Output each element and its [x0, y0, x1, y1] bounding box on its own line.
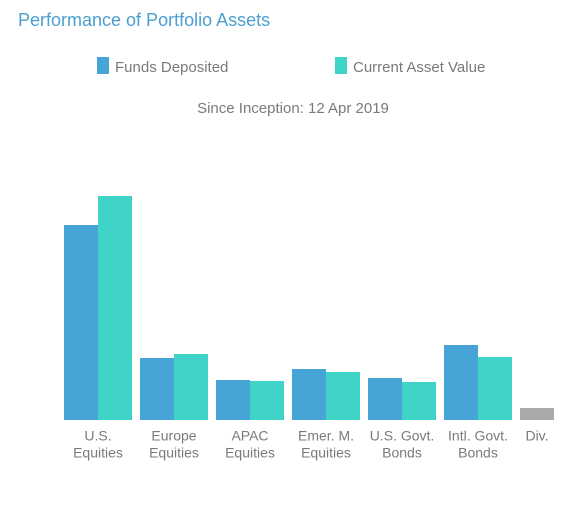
bar — [402, 382, 436, 420]
bar — [292, 369, 326, 420]
chart-title: Performance of Portfolio Assets — [18, 10, 270, 30]
legend-swatch — [97, 57, 109, 74]
x-tick-label: Intl. Govt. — [448, 428, 508, 444]
x-tick-label: Equities — [149, 445, 199, 461]
bar — [520, 408, 554, 420]
x-tick-label: Equities — [73, 445, 123, 461]
x-tick-label: Bonds — [382, 445, 422, 461]
x-tick-label: U.S. — [84, 428, 111, 444]
bar — [478, 357, 512, 420]
bar — [250, 381, 284, 420]
legend-swatch — [335, 57, 347, 74]
bar — [140, 358, 174, 420]
chart-subtitle: Since Inception: 12 Apr 2019 — [197, 100, 389, 117]
bar — [98, 196, 132, 420]
bar — [444, 345, 478, 420]
legend-label: Current Asset Value — [353, 59, 485, 76]
bar — [326, 372, 360, 420]
x-tick-label: Equities — [225, 445, 275, 461]
x-tick-label: Bonds — [458, 445, 498, 461]
bar — [368, 378, 402, 420]
bar — [64, 225, 98, 420]
x-tick-label: Emer. M. — [298, 428, 354, 444]
bar — [216, 380, 250, 420]
x-tick-label: Equities — [301, 445, 351, 461]
x-tick-label: U.S. Govt. — [370, 428, 435, 444]
bar — [174, 354, 208, 420]
legend-label: Funds Deposited — [115, 59, 228, 76]
x-tick-label: APAC — [231, 428, 268, 444]
x-tick-label: Europe — [151, 428, 196, 444]
x-tick-label: Div. — [525, 428, 548, 444]
